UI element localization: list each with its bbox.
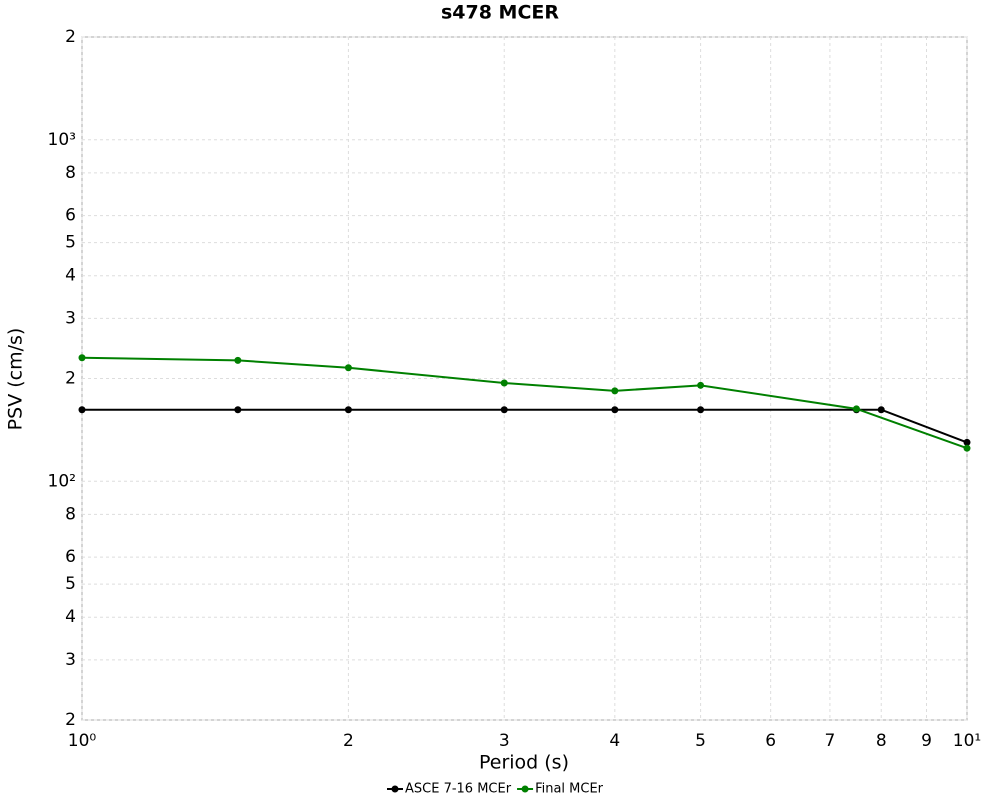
legend: ASCE 7-16 MCEr Final MCEr: [387, 782, 604, 797]
y-tick-label: 6: [65, 206, 76, 226]
y-tick-label: 5: [65, 574, 76, 594]
data-point: [611, 387, 619, 395]
x-tick-label: 8: [876, 731, 887, 751]
y-tick-label: 3: [65, 308, 76, 328]
x-tick-label: 10¹: [953, 731, 981, 751]
data-point: [963, 444, 971, 452]
y-tick-label: 4: [65, 266, 76, 286]
data-point: [697, 381, 705, 389]
y-tick-label: 10²: [48, 471, 76, 491]
data-point: [500, 406, 508, 414]
x-tick-label: 10⁰: [68, 731, 97, 751]
y-tick-label: 8: [65, 163, 76, 183]
series-line: [82, 408, 968, 444]
data-point: [234, 406, 242, 414]
y-tick-label: 8: [65, 504, 76, 524]
y-tick-label: 5: [65, 233, 76, 253]
y-tick-label: 2: [65, 710, 76, 730]
x-tick-label: 9: [921, 731, 932, 751]
x-tick-label: 6: [765, 731, 776, 751]
y-tick-label: 2: [65, 27, 76, 47]
data-point: [877, 406, 885, 414]
data-point: [234, 356, 242, 364]
x-tick-label: 5: [695, 731, 706, 751]
legend-marker: [521, 785, 529, 793]
x-tick-label: 3: [499, 731, 510, 751]
data-point: [78, 406, 86, 414]
x-tick-label: 2: [343, 731, 354, 751]
x-axis-label: Period (s): [479, 752, 569, 774]
data-point: [697, 406, 705, 414]
data-point: [852, 405, 860, 413]
data-point: [963, 438, 971, 446]
data-point: [344, 364, 352, 372]
y-tick-label: 6: [65, 547, 76, 567]
data-point: [78, 354, 86, 362]
data-point: [611, 406, 619, 414]
y-tick-label: 10³: [48, 130, 76, 150]
x-tick-label: 4: [609, 731, 620, 751]
y-tick-label: 3: [65, 650, 76, 670]
legend-label: ASCE 7-16 MCEr: [405, 782, 512, 797]
legend-marker: [391, 785, 399, 793]
series-line: [81, 356, 968, 450]
data-point: [500, 379, 508, 387]
x-tick-label: 7: [824, 731, 835, 751]
chart-title: s478 MCER: [441, 2, 559, 24]
y-tick-label: 4: [65, 607, 76, 627]
data-point: [344, 406, 352, 414]
y-tick-label: 2: [65, 369, 76, 389]
y-axis-label: PSV (cm/s): [5, 328, 27, 431]
legend-label: Final MCEr: [535, 782, 604, 797]
